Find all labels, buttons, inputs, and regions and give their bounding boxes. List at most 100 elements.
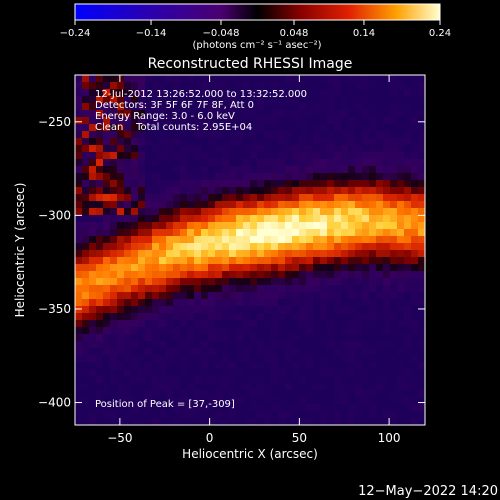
heatmap-cell xyxy=(271,327,279,335)
heatmap-cell xyxy=(187,383,195,391)
heatmap-cell xyxy=(334,110,342,118)
heatmap-cell xyxy=(327,306,335,314)
heatmap-cell xyxy=(306,264,314,272)
heatmap-cell xyxy=(117,103,125,111)
heatmap-cell xyxy=(124,110,132,118)
heatmap-cell xyxy=(180,236,188,244)
heatmap-cell xyxy=(117,313,125,321)
heatmap-cell xyxy=(285,124,293,132)
heatmap-cell xyxy=(82,215,90,223)
heatmap-cell xyxy=(215,236,223,244)
heatmap-cell xyxy=(271,313,279,321)
heatmap-cell xyxy=(208,271,216,279)
heatmap-cell xyxy=(383,145,391,153)
heatmap-cell xyxy=(418,236,425,244)
heatmap-cell xyxy=(292,145,300,153)
heatmap-cell xyxy=(201,348,209,356)
heatmap-cell xyxy=(173,264,181,272)
heatmap-cell xyxy=(362,180,370,188)
heatmap-cell xyxy=(152,75,160,83)
heatmap-cell xyxy=(348,341,356,349)
heatmap-cell xyxy=(229,278,237,286)
heatmap-cell xyxy=(369,117,377,125)
heatmap-cell xyxy=(103,75,111,83)
heatmap-cell xyxy=(131,124,139,132)
heatmap-cell xyxy=(334,250,342,258)
heatmap-cell xyxy=(292,390,300,398)
heatmap-cell xyxy=(96,383,104,391)
heatmap-cell xyxy=(229,292,237,300)
heatmap-cell xyxy=(397,299,405,307)
heatmap-cell xyxy=(208,250,216,258)
heatmap-cell xyxy=(173,236,181,244)
heatmap-cell xyxy=(355,404,363,412)
heatmap-cell xyxy=(194,292,202,300)
heatmap-cell xyxy=(215,250,223,258)
heatmap-cell xyxy=(257,208,265,216)
heatmap-cell xyxy=(327,376,335,384)
heatmap-cell xyxy=(306,404,314,412)
x-tick-label: 0 xyxy=(206,431,214,445)
heatmap-cell xyxy=(313,313,321,321)
heatmap-cell xyxy=(327,208,335,216)
heatmap-cell xyxy=(166,173,174,181)
heatmap-cell xyxy=(229,124,237,132)
heatmap-cell xyxy=(103,327,111,335)
heatmap-cell xyxy=(334,404,342,412)
heatmap-cell xyxy=(82,320,90,328)
heatmap-cell xyxy=(138,229,146,237)
heatmap-cell xyxy=(362,397,370,405)
heatmap-cell xyxy=(124,208,132,216)
heatmap-cell xyxy=(152,187,160,195)
heatmap-cell xyxy=(285,243,293,251)
heatmap-cell xyxy=(257,257,265,265)
heatmap-cell xyxy=(222,250,230,258)
heatmap-cell xyxy=(341,159,349,167)
heatmap-cell xyxy=(320,285,328,293)
heatmap-cell xyxy=(152,82,160,90)
heatmap-cell xyxy=(334,306,342,314)
heatmap-cell xyxy=(75,159,83,167)
heatmap-cell xyxy=(285,187,293,195)
heatmap-cell xyxy=(96,243,104,251)
heatmap-cell xyxy=(236,82,244,90)
colorbar-units: (photons cm⁻² s⁻¹ asec⁻²) xyxy=(192,40,321,51)
heatmap-cell xyxy=(411,355,419,363)
heatmap-cell xyxy=(418,334,425,342)
heatmap-cell xyxy=(229,75,237,83)
heatmap-cell xyxy=(327,327,335,335)
heatmap-cell xyxy=(145,187,153,195)
heatmap-cell xyxy=(152,145,160,153)
heatmap-cell xyxy=(264,208,272,216)
heatmap-cell xyxy=(299,208,307,216)
heatmap-cell xyxy=(173,257,181,265)
heatmap-cell xyxy=(103,257,111,265)
heatmap-cell xyxy=(383,404,391,412)
heatmap-cell xyxy=(271,341,279,349)
heatmap-cell xyxy=(397,264,405,272)
heatmap-cell xyxy=(75,376,83,384)
heatmap-cell xyxy=(376,215,384,223)
heatmap-cell xyxy=(166,348,174,356)
heatmap-cell xyxy=(243,362,251,370)
heatmap-cell xyxy=(383,341,391,349)
heatmap-cell xyxy=(271,418,279,425)
heatmap-cell xyxy=(348,278,356,286)
heatmap-cell xyxy=(376,89,384,97)
heatmap-cell xyxy=(166,404,174,412)
heatmap-cell xyxy=(215,145,223,153)
heatmap-cell xyxy=(313,152,321,160)
heatmap-cell xyxy=(89,110,97,118)
heatmap-cell xyxy=(320,201,328,209)
heatmap-cell xyxy=(96,173,104,181)
heatmap-cell xyxy=(278,236,286,244)
heatmap-cell xyxy=(418,271,425,279)
heatmap-cell xyxy=(173,159,181,167)
heatmap-cell xyxy=(215,369,223,377)
heatmap-cell xyxy=(173,355,181,363)
heatmap-cell xyxy=(145,362,153,370)
heatmap-cell xyxy=(131,208,139,216)
heatmap-cell xyxy=(285,229,293,237)
heatmap-cell xyxy=(369,131,377,139)
heatmap-cell xyxy=(138,173,146,181)
